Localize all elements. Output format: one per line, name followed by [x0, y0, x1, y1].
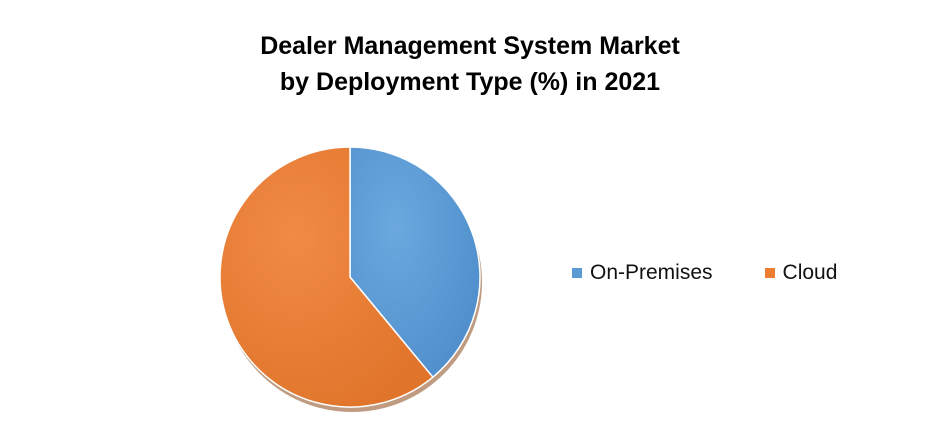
pie-slice-cloud [219, 146, 434, 408]
chart-legend: On-Premises Cloud [572, 260, 837, 286]
chart-title-line-2: by Deployment Type (%) in 2021 [279, 68, 661, 96]
legend-label-on-premises: On-Premises [590, 261, 713, 284]
pie-slices [219, 146, 482, 412]
pie-slice-on-premises [349, 146, 481, 379]
legend-item-on-premises: On-Premises [572, 261, 713, 285]
chart-title: Dealer Management System Market by Deplo… [0, 28, 940, 100]
legend-swatch-cloud [764, 268, 775, 278]
legend-label-cloud: Cloud [782, 261, 838, 284]
chart-title-line-1: Dealer Management System Market [260, 32, 680, 60]
legend-swatch-on-premises [572, 268, 582, 278]
legend-item-cloud: Cloud [764, 261, 838, 285]
